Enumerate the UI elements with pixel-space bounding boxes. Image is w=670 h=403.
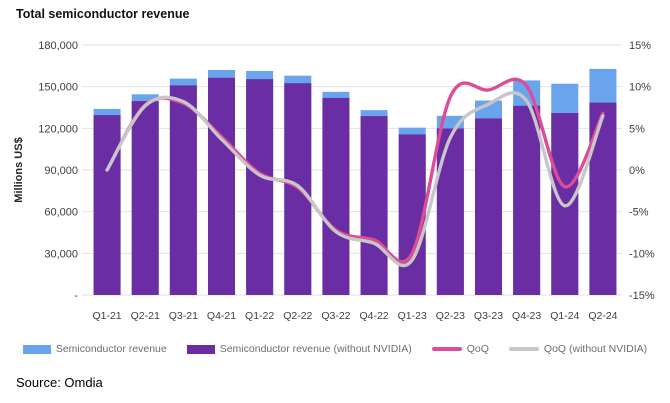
right-axis-tick-label: -15%	[629, 290, 655, 302]
x-axis-tick-label: Q2-21	[131, 310, 160, 322]
x-axis-tick-label: Q2-24	[588, 310, 617, 322]
x-axis-tick-label: Q1-21	[92, 310, 121, 322]
bar-ex-nvidia-Q1-24	[551, 113, 579, 295]
legend-item-qoq-ex-nvidia: QoQ (without NVIDIA)	[508, 343, 648, 355]
legend-label-revenue: Semiconductor revenue	[55, 343, 167, 355]
x-axis-tick-label: Q2-23	[436, 310, 465, 322]
x-axis-tick-label: Q1-24	[550, 310, 579, 322]
legend-item-semiconductor-revenue: Semiconductor revenue	[22, 343, 167, 355]
chart-title: Total semiconductor revenue	[16, 7, 190, 21]
right-axis-tick-label: 0%	[629, 165, 645, 177]
legend-label-qoq-ex-nvidia: QoQ (without NVIDIA)	[543, 343, 648, 355]
bar-ex-nvidia-Q4-21	[208, 77, 235, 296]
right-axis-tick-label: 5%	[629, 123, 645, 135]
x-axis-tick-label: Q4-22	[359, 310, 388, 322]
left-axis-tick-label: 150,000	[38, 82, 78, 94]
legend-label-qoq: QoQ	[466, 343, 489, 355]
bar-ex-nvidia-Q1-21	[93, 115, 121, 295]
left-axis-tick-label: 30,000	[44, 248, 78, 260]
left-axis-tick-label: 60,000	[44, 207, 78, 219]
legend-swatch-qoq-ex-nvidia	[508, 347, 539, 351]
right-axis-tick-label: -5%	[629, 207, 649, 219]
left-axis-tick-label: 120,000	[38, 123, 78, 135]
legend-swatch-qoq	[431, 347, 462, 351]
right-axis-tick-label: 10%	[629, 82, 651, 94]
left-axis-title: Millions US$	[13, 137, 25, 203]
x-axis-tick-label: Q1-23	[398, 310, 427, 322]
bar-ex-nvidia-Q1-23	[398, 134, 426, 295]
x-axis-tick-label: Q3-21	[169, 310, 198, 322]
legend-swatch-revenue-ex-nvidia	[186, 344, 215, 354]
bar-ex-nvidia-Q4-22	[360, 116, 388, 295]
legend-item-qoq: QoQ	[431, 343, 489, 355]
left-axis-tick-label: 180,000	[38, 40, 78, 52]
bar-ex-nvidia-Q1-22	[246, 79, 274, 296]
x-axis-tick-label: Q3-22	[321, 310, 350, 322]
bar-ex-nvidia-Q2-24	[589, 102, 617, 295]
legend-item-semiconductor-revenue-ex-nvidia: Semiconductor revenue (without NVIDIA)	[186, 343, 412, 355]
right-axis-tick-label: -10%	[629, 248, 655, 260]
legend-label-revenue-ex-nvidia: Semiconductor revenue (without NVIDIA)	[219, 343, 412, 355]
right-axis-tick-label: 15%	[629, 40, 651, 52]
bar-ex-nvidia-Q3-22	[322, 97, 350, 296]
x-axis-tick-label: Q1-22	[245, 310, 274, 322]
legend-swatch-revenue	[22, 344, 51, 354]
bar-ex-nvidia-Q2-21	[131, 101, 159, 295]
source-caption: Source: Omdia	[16, 375, 103, 390]
bar-ex-nvidia-Q4-23	[513, 105, 541, 295]
x-axis-tick-label: Q4-23	[512, 310, 541, 322]
chart-legend: Semiconductor revenue Semiconductor reve…	[0, 342, 670, 356]
bar-ex-nvidia-Q2-23	[436, 128, 464, 295]
x-axis-tick-label: Q2-22	[283, 310, 312, 322]
left-axis-tick-label: 90,000	[44, 165, 78, 177]
left-axis-tick-label: -	[74, 290, 78, 302]
x-axis-tick-label: Q3-23	[474, 310, 503, 322]
x-axis-tick-label: Q4-21	[207, 310, 236, 322]
line-qoq-ex-nvidia	[105, 91, 605, 268]
bar-ex-nvidia-Q3-23	[475, 118, 502, 295]
bar-ex-nvidia-Q3-21	[169, 85, 197, 296]
